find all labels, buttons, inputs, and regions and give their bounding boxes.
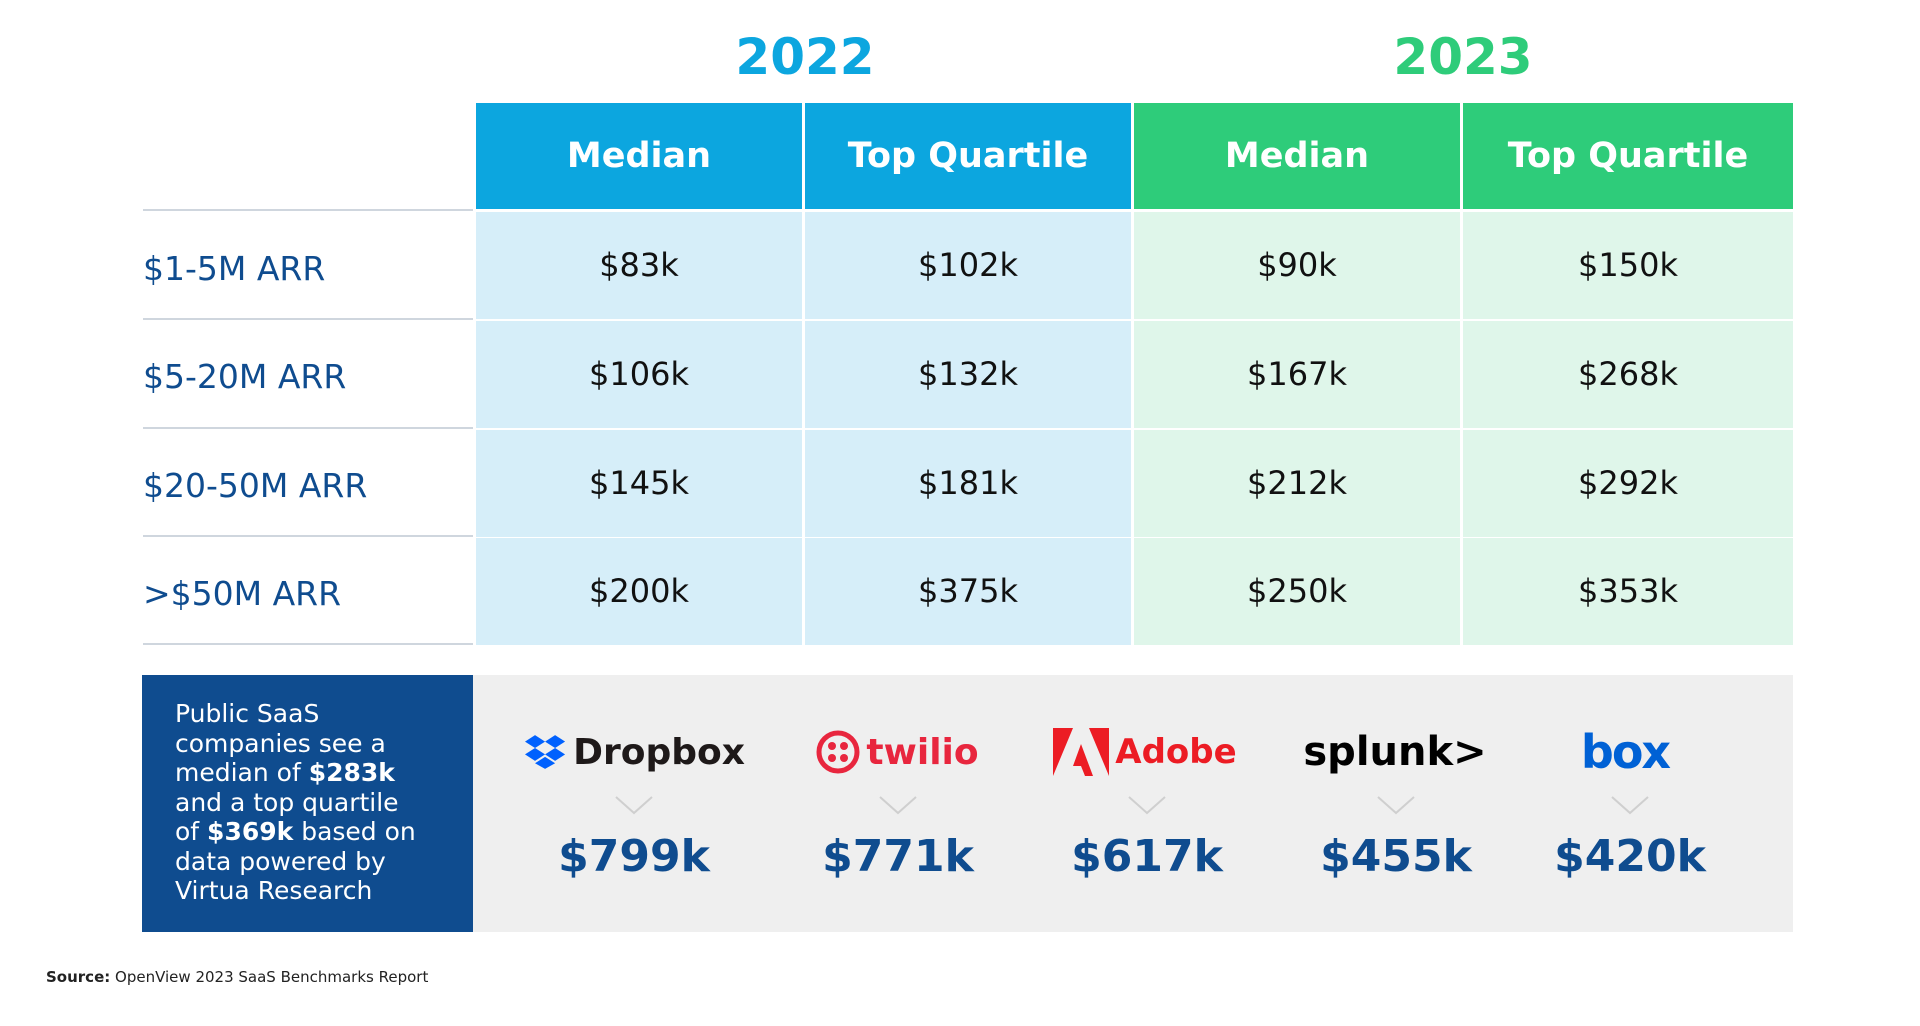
chevron-down-icon [1128,796,1166,815]
box-logo: box [1560,722,1690,782]
note-line: data powered by [175,846,386,876]
adobe-icon [1053,728,1110,776]
table-cell: $150k [1463,212,1793,319]
col-header-2022-top-quartile: Top Quartile [805,103,1131,209]
note-line: of $369k based on [175,817,416,846]
col-header-2023-top-quartile: Top Quartile [1463,103,1793,209]
year-heading-2022: 2022 [735,28,875,86]
adobe-logo: Adobe [1050,722,1240,782]
chevron-down-icon [1611,796,1649,815]
col-header-2023-median: Median [1134,103,1460,209]
table-cell: $375k [805,538,1131,645]
company-logos-panel [473,675,1793,932]
table-cell: $167k [1134,321,1460,428]
twilio-icon [816,730,860,774]
row-divider [143,318,473,320]
note-line: companies see a [175,728,386,758]
adobe-amount: $617k [1071,831,1223,882]
table-cell: $353k [1463,538,1793,645]
note-line: median of $283k [175,758,395,787]
row-divider [143,427,473,429]
row-label-1-5m: $1-5M ARR [143,249,326,288]
row-label-5-20m: $5-20M ARR [143,357,347,396]
col-header-2022-median: Median [476,103,802,209]
splunk-amount: $455k [1320,831,1472,882]
chevron-down-icon [615,796,653,815]
chevron-down-icon [1377,796,1415,815]
table-cell: $132k [805,321,1131,428]
row-label-50m-plus: >$50M ARR [143,574,342,613]
note-line: Virtua Research [175,876,373,905]
row-divider [143,643,473,645]
adobe-wordmark: Adobe [1115,732,1237,772]
table-cell: $145k [476,430,802,537]
public-saas-note: Public SaaS companies see a median of $2… [142,675,473,932]
splunk-logo: splunk> [1300,722,1490,782]
box-wordmark: box [1580,725,1671,779]
table-cell: $200k [476,538,802,645]
twilio-logo: twilio [810,722,985,782]
dropbox-icon [525,735,566,769]
dropbox-amount: $799k [558,831,710,882]
box-amount: $420k [1554,831,1706,882]
top-quartile-value: $369k [207,817,294,846]
row-divider [143,209,473,211]
source-label: Source: [46,968,111,986]
table-cell: $250k [1134,538,1460,645]
chevron-down-icon [879,796,917,815]
note-line: Public SaaS [175,699,320,728]
table-cell: $102k [805,212,1131,319]
splunk-wordmark: splunk> [1303,729,1487,775]
source-text: OpenView 2023 SaaS Benchmarks Report [110,968,429,986]
table-cell: $292k [1463,430,1793,537]
table-cell: $83k [476,212,802,319]
table-cell: $106k [476,321,802,428]
twilio-amount: $771k [822,831,974,882]
row-divider [143,535,473,537]
year-heading-2023: 2023 [1393,28,1533,86]
dropbox-wordmark: Dropbox [573,731,745,773]
table-cell: $268k [1463,321,1793,428]
row-label-20-50m: $20-50M ARR [143,466,368,505]
note-line: and a top quartile [175,787,399,817]
dropbox-logo: Dropbox [525,722,745,782]
table-cell: $212k [1134,430,1460,537]
median-value: $283k [308,758,395,787]
table-cell: $90k [1134,212,1460,319]
table-cell: $181k [805,430,1131,537]
source-note: Source: OpenView 2023 SaaS Benchmarks Re… [46,968,428,986]
twilio-wordmark: twilio [866,731,979,773]
